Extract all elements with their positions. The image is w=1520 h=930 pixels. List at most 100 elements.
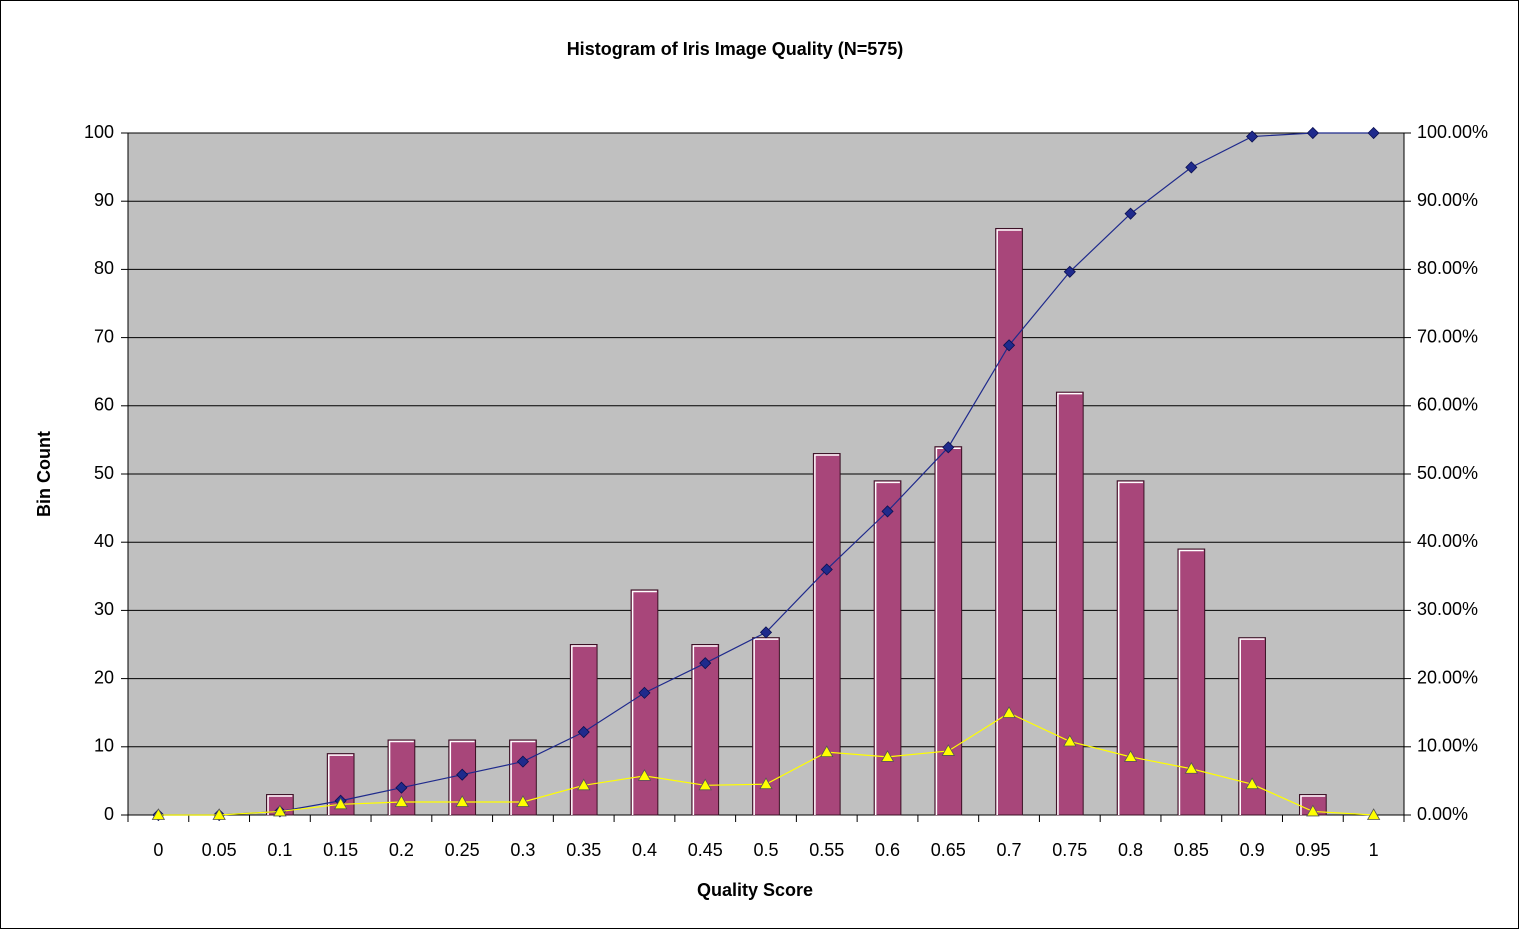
marker (820, 563, 833, 576)
marker (1246, 130, 1259, 143)
x-tick-label: 0.3 (510, 840, 535, 860)
marker (455, 795, 469, 807)
x-tick-label: 0.05 (202, 840, 237, 860)
bar-highlight (753, 638, 779, 815)
bar-highlight (449, 740, 475, 815)
marker (151, 808, 166, 820)
x-tick-label: 0.5 (753, 840, 778, 860)
x-tick-label: 0.7 (997, 840, 1022, 860)
x-tick-label: 0.55 (809, 840, 844, 860)
bar-highlight (1117, 481, 1143, 815)
x-tick-label: 0.6 (875, 840, 900, 860)
x-tick-label: 0.2 (389, 840, 414, 860)
bar (934, 446, 963, 816)
bar-highlight (1178, 549, 1204, 815)
y2-tick-label: 20.00% (1417, 667, 1478, 687)
marker (759, 777, 773, 790)
x-tick-label: 0.9 (1240, 840, 1265, 860)
marker (456, 768, 469, 781)
marker (273, 804, 287, 817)
marker (1123, 750, 1138, 762)
marker (516, 795, 530, 807)
marker (1063, 265, 1076, 278)
y2-tick-label: 80.00% (1417, 258, 1478, 278)
bar-highlight (631, 590, 657, 815)
marker (577, 725, 590, 739)
marker (395, 781, 408, 794)
bar-highlight (1239, 638, 1265, 815)
x-tick-label: 0.85 (1174, 840, 1209, 860)
y2-tick-label: 40.00% (1417, 531, 1478, 551)
y-tick-label: 40 (94, 531, 114, 551)
bar-highlight (571, 645, 597, 815)
x-tick-label: 0.8 (1118, 840, 1143, 860)
marker (1245, 777, 1259, 790)
x-axis-label: Quality Score (697, 880, 813, 900)
y2-tick-label: 30.00% (1417, 599, 1478, 619)
y-tick-label: 50 (94, 463, 114, 483)
marker (699, 657, 712, 670)
x-tick-label: 0.15 (323, 840, 358, 860)
x-tick-label: 0.25 (445, 840, 480, 860)
marker (1063, 734, 1077, 747)
y-tick-label: 80 (94, 258, 114, 278)
x-tick-label: 0.1 (267, 840, 292, 860)
y2-tick-label: 70.00% (1417, 326, 1478, 346)
marker (516, 755, 530, 768)
marker (1184, 761, 1199, 774)
bar-highlight (996, 229, 1022, 815)
marker (820, 745, 834, 758)
bar-highlight (1057, 392, 1083, 815)
marker (880, 750, 895, 762)
x-tick-label: 1 (1369, 840, 1379, 860)
bar-highlight (1300, 795, 1326, 815)
bar (630, 589, 659, 816)
x-tick-label: 0.35 (566, 840, 601, 860)
marker (941, 744, 955, 756)
chart-title: Histogram of Iris Image Quality (N=575) (567, 39, 904, 59)
y2-tick-label: 60.00% (1417, 395, 1478, 415)
y2-tick-label: 10.00% (1417, 736, 1478, 756)
y-tick-label: 100 (84, 122, 114, 142)
y2-tick-label: 50.00% (1417, 463, 1478, 483)
x-tick-label: 0.65 (931, 840, 966, 860)
y-tick-label: 20 (94, 667, 114, 687)
marker (1306, 804, 1320, 817)
x-tick-label: 0.95 (1295, 840, 1330, 860)
marker (394, 795, 409, 807)
y-tick-label: 30 (94, 599, 114, 619)
x-tick-label: 0.45 (688, 840, 723, 860)
marker (1367, 126, 1380, 140)
bar (1116, 480, 1145, 816)
bar (1055, 391, 1084, 816)
marker (1185, 161, 1198, 174)
bar (812, 453, 841, 816)
bar-highlight (874, 481, 900, 815)
bar-highlight (328, 754, 354, 815)
y2-tick-label: 0.00% (1417, 804, 1468, 824)
marker (577, 778, 591, 791)
bar-highlight (692, 645, 718, 815)
y-tick-label: 10 (94, 736, 114, 756)
bar (873, 480, 902, 816)
bar (995, 227, 1023, 816)
marker (212, 808, 226, 820)
y-tick-label: 90 (94, 190, 114, 210)
marker (881, 505, 894, 518)
marker (759, 626, 773, 639)
marker (333, 797, 348, 810)
marker (1306, 126, 1319, 140)
marker (638, 686, 651, 699)
x-tick-label: 0.4 (632, 840, 657, 860)
y2-tick-label: 100.00% (1417, 122, 1488, 142)
bar-highlight (510, 740, 536, 815)
bar-highlight (267, 795, 293, 815)
y2-tick-label: 90.00% (1417, 190, 1478, 210)
x-tick-label: 0.75 (1052, 840, 1087, 860)
y-tick-label: 60 (94, 395, 114, 415)
marker (942, 441, 955, 454)
bar (1177, 548, 1206, 816)
marker (698, 778, 712, 791)
marker (637, 769, 652, 781)
